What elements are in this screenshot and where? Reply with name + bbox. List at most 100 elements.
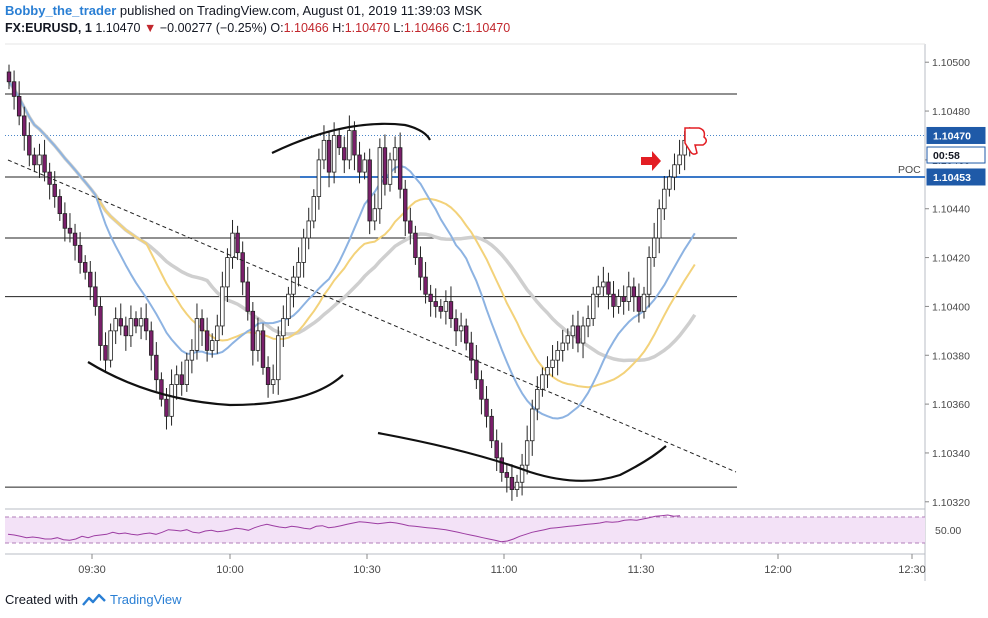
candle-body [423,276,428,295]
x-tick-label: 09:30 [78,564,106,576]
candle-body [52,183,57,197]
high-label: H: [332,21,345,35]
y-tick-label: 1.10420 [932,253,970,265]
candle-body [326,139,332,173]
candle-body [260,330,266,368]
down-arrow-icon: ▼ [143,21,157,35]
candle-body [443,301,449,312]
candle-body [6,71,12,83]
candle-body [535,389,540,410]
candle-body [67,227,73,234]
high-value: 1.10470 [344,21,390,35]
close-value: 1.10470 [465,21,511,35]
price-tag-label: 1.10470 [933,130,971,142]
open-label: O: [270,21,284,35]
candle-body [530,408,535,442]
candle-body [408,220,413,234]
price-tag-label: 00:58 [933,150,960,162]
candle-body [179,374,184,385]
candle-body [392,147,398,161]
candle-body [474,359,479,381]
candle-body [265,367,271,385]
candle-body [347,130,352,161]
candle-body [397,147,403,190]
candle-body [631,286,637,298]
author-link[interactable]: Bobby_the_trader [5,3,117,18]
candle-body [250,310,256,351]
y-tick-label: 1.10480 [932,106,970,118]
candle-body [291,276,296,295]
x-tick-label: 10:00 [216,564,244,576]
candle-body [519,464,525,483]
created-with-text: Created with [5,592,78,607]
candle-body [83,262,88,273]
candle-body [514,481,520,490]
candle-body [286,293,291,320]
y-tick-label: 1.10500 [932,57,970,69]
candle-body [199,318,205,332]
candle-body [611,293,616,307]
candle-body [342,147,347,161]
low-value: 1.10466 [403,21,450,35]
candle-body [494,440,499,459]
candle-body [281,318,286,337]
candle-body [463,325,469,344]
candle-body [98,306,103,346]
candle-body [433,301,438,307]
candle-body [387,159,393,185]
candle-body [27,135,32,156]
candle-body [123,325,129,337]
candle-body [636,296,642,312]
candle-body [458,325,464,332]
candle-body [352,130,357,156]
candle-body [509,476,515,490]
rsi-band [5,517,925,543]
candle-body [174,374,179,385]
close-label: C: [452,21,466,35]
tradingview-brand[interactable]: TradingView [109,592,182,607]
candle-body [601,281,606,288]
arc-drawing [87,361,344,407]
low-label: L: [393,21,404,35]
candle-body [159,379,164,400]
ma-blue-line [8,81,696,420]
candle-body [575,325,581,344]
candle-body [357,154,362,173]
price-tag-label: 1.10453 [933,172,971,184]
x-tick-label: 10:30 [353,564,381,576]
candle-body [306,220,311,239]
candle-body [606,281,611,295]
candle-body [621,296,626,302]
thumbs-down-icon [684,127,707,155]
candle-body [88,271,93,288]
candle-body [255,330,261,351]
candle-body [372,208,377,222]
candle-body [484,398,489,417]
candle-body [62,213,68,229]
candle-body [453,318,459,332]
price-tag [926,146,986,164]
candle-body [128,318,134,337]
candle-body [209,340,215,351]
candle-body [469,342,474,361]
candle-body [276,335,281,381]
candle-body [321,139,327,161]
candle-body [220,286,225,327]
candle-body [596,286,601,295]
candle-body [428,293,433,302]
candle-body [154,354,159,381]
price-tag [926,168,986,186]
x-tick-label: 12:00 [764,564,792,576]
candle-body [113,318,118,332]
footer: Created with TradingView [5,592,182,607]
candle-body [626,286,631,302]
candle-body [524,440,530,466]
symbol-name[interactable]: FX:EURUSD, 1 [5,21,92,35]
y-tick-label: 1.10320 [932,497,970,509]
candle-body [413,232,418,258]
candle-body [118,318,123,327]
candle-body [184,359,189,385]
candle-body [550,359,555,368]
publish-info: Bobby_the_trader published on TradingVie… [5,3,482,18]
